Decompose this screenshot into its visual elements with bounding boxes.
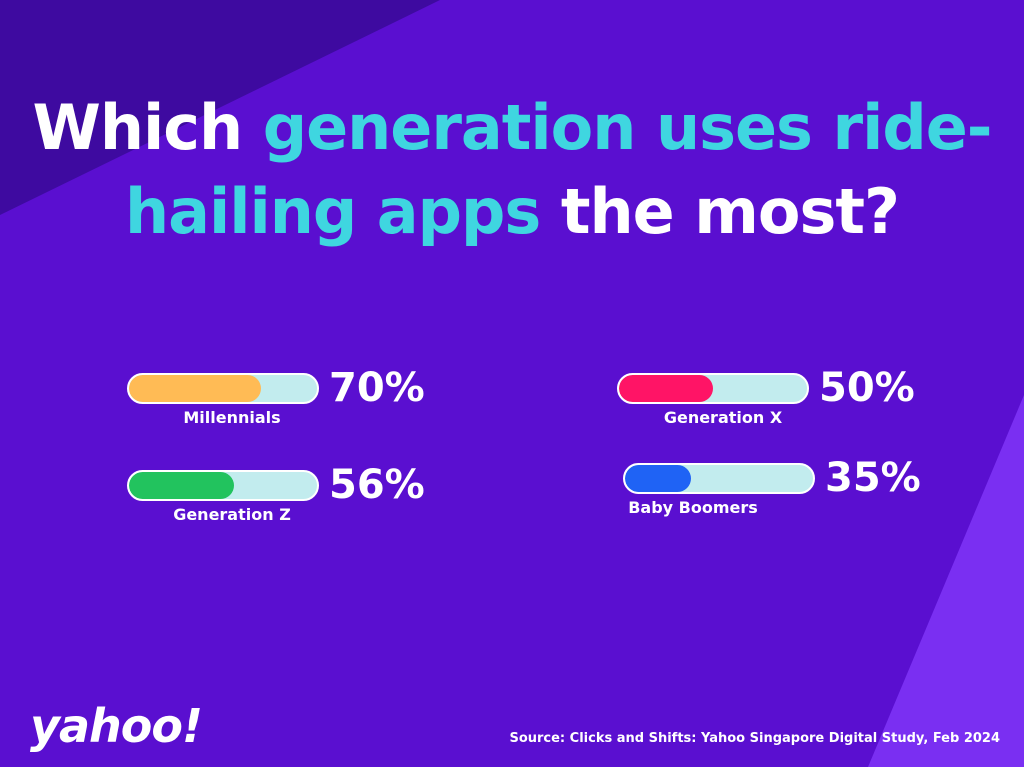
category-label: Generation X	[663, 408, 783, 427]
category-label: Baby Boomers	[628, 498, 758, 517]
title-part-1: Which	[32, 91, 263, 164]
bar-fill	[129, 375, 261, 402]
bar-track	[617, 373, 809, 404]
source-note: Source: Clicks and Shifts: Yahoo Singapo…	[509, 731, 1000, 746]
bar-track	[127, 470, 319, 501]
title-part-3: hailing apps	[124, 175, 541, 248]
bar-fill	[129, 472, 235, 499]
bar-track	[623, 463, 815, 494]
value-label: 56%	[329, 462, 425, 508]
category-label: Generation Z	[173, 505, 291, 524]
title-part-4: the most?	[540, 175, 900, 248]
bar-fill	[619, 375, 713, 402]
value-label: 50%	[819, 365, 915, 411]
chart-title: Which generation uses ride-hailing apps …	[0, 86, 1024, 254]
bg-light-corner	[868, 395, 1024, 767]
yahoo-logo: yahoo!	[30, 699, 203, 753]
value-label: 35%	[825, 455, 921, 501]
value-label: 70%	[329, 365, 425, 411]
category-label: Millennials	[183, 408, 281, 427]
bg-dark-corner	[0, 0, 440, 215]
title-part-2: generation uses ride-	[262, 91, 993, 164]
bar-track	[127, 373, 319, 404]
bar-fill	[625, 465, 691, 492]
